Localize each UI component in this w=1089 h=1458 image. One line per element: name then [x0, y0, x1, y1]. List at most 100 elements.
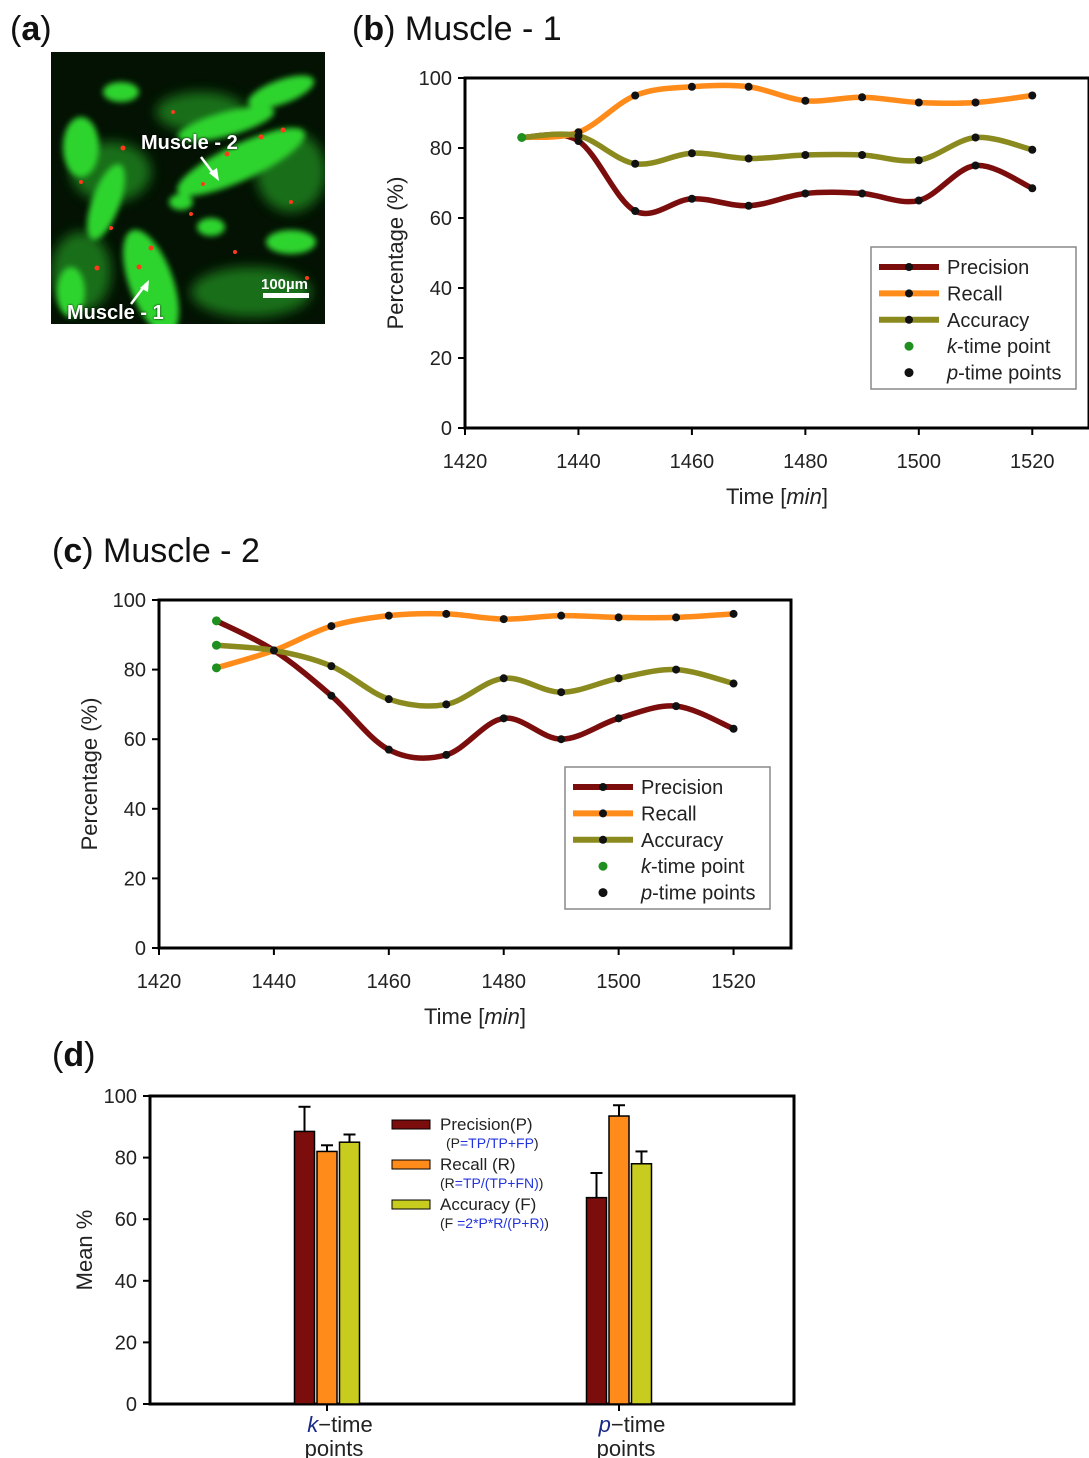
k-time-point [211, 640, 221, 650]
legend-label-text: Accuracy [641, 830, 723, 852]
chart-muscle-2: 0 20 40 60 80 100 1420 1440 1460 1480 1500 1520 Perc… [77, 590, 793, 1029]
legend-label: k-time point [641, 856, 745, 878]
data-point-recall [858, 93, 867, 102]
scale-bar-label: 100µm [261, 276, 309, 293]
legend-label-text: Precision [641, 777, 723, 799]
data-point-accuracy [744, 154, 753, 163]
legend-label: Recall [641, 803, 697, 825]
x-tick-label: 1440 [252, 971, 297, 993]
series-line-accuracy [213, 642, 737, 709]
x-tick-label: 1460 [367, 971, 412, 993]
legend-label: Accuracy [947, 310, 1029, 332]
x-tick-label: 1500 [897, 451, 942, 473]
data-point-recall [327, 622, 336, 631]
legend-line-marker [905, 315, 913, 324]
category-label: k−time [307, 1412, 372, 1437]
data-point-recall [499, 615, 508, 624]
data-point-accuracy [1028, 145, 1037, 154]
data-point-accuracy [327, 662, 336, 671]
x-tick-label: 1500 [596, 971, 641, 993]
legend-line-marker [599, 835, 607, 844]
data-point-accuracy [687, 149, 696, 158]
legend-dot-swatch [904, 341, 914, 351]
data-point-precision [672, 702, 681, 711]
legend-label: Precision(P) [440, 1115, 533, 1134]
legend: Precision(P)(P=TP/TP+FP) Recall (R)(R=TP/… [391, 1115, 549, 1231]
x-axis-label-main: Time [424, 1004, 472, 1029]
data-point-recall [729, 609, 738, 618]
legend-label-text: Precision [947, 257, 1029, 279]
data-point-precision [971, 161, 980, 170]
data-point-accuracy [801, 151, 810, 159]
series-line-recall [518, 82, 1036, 141]
legend-formula: (R=TP/(TP+FN)) [440, 1175, 543, 1191]
data-point-precision [631, 207, 640, 215]
y-tick-label: 60 [124, 729, 146, 751]
category-label: p−time [598, 1412, 666, 1437]
x-tick-label: 1440 [556, 451, 601, 473]
x-tick-label: 1480 [481, 971, 526, 993]
y-axis-label: Percentage (%) [383, 177, 408, 330]
data-point-precision [614, 714, 623, 723]
legend-label: Recall (R) [440, 1155, 516, 1174]
bar-precision [293, 1130, 316, 1405]
legend-label-suffix: -time points [958, 363, 1061, 385]
y-tick-label: 40 [430, 278, 452, 300]
legend-dot-swatch [904, 368, 914, 378]
category-label-rest: −time [611, 1412, 665, 1437]
data-point-accuracy [729, 679, 738, 688]
panel-d-letter: d [63, 1036, 85, 1074]
y-tick-label: 40 [124, 799, 146, 821]
series-line-precision [213, 618, 737, 761]
muscle-1-label: Muscle - 1 [67, 302, 164, 324]
data-point-recall [614, 613, 623, 622]
legend-label-suffix: -time point [957, 336, 1051, 358]
bar-recall [608, 1115, 630, 1405]
data-point-precision [499, 714, 508, 723]
legend-formula-prefix: (R [440, 1175, 455, 1191]
data-point-precision [1028, 184, 1037, 193]
legend-label-suffix: -time point [651, 856, 745, 878]
data-point-accuracy [557, 688, 566, 697]
x-axis-label-bracket-open: [ [774, 484, 786, 509]
y-tick-label: 20 [430, 348, 452, 370]
legend-label: Accuracy [641, 830, 723, 852]
legend-line-marker [599, 783, 607, 791]
data-point-recall [1028, 91, 1037, 100]
k-time-point [517, 133, 527, 142]
y-tick-label: 0 [135, 938, 146, 960]
microscopy-image: Muscle - 2 Muscle - 1 100µm [51, 52, 325, 324]
y-tick-label: 100 [419, 68, 452, 90]
x-tick-label: 1460 [670, 451, 715, 473]
data-point-accuracy [384, 695, 393, 704]
legend-label-text: Recall [641, 803, 697, 825]
y-tick-label: 80 [124, 660, 146, 682]
y-tick-label: 100 [113, 590, 146, 612]
category-label-line2: points [597, 1436, 656, 1458]
y-tick-label: 20 [124, 868, 146, 890]
x-axis-label: Time [min] [726, 484, 828, 509]
muscle-2-label: Muscle - 2 [141, 132, 238, 154]
k-time-point [211, 616, 221, 626]
series-line-accuracy [518, 131, 1036, 167]
y-tick-label: 0 [441, 418, 452, 440]
legend-formula: (P=TP/TP+FP) [446, 1135, 539, 1151]
x-axis-label: Time [min] [424, 1004, 526, 1029]
data-point-precision [687, 194, 696, 203]
panel-b-label: (b) Muscle - 1 [352, 10, 562, 48]
legend-formula-prefix: (F [440, 1215, 457, 1231]
panel-c-title: Muscle - 2 [103, 532, 260, 570]
data-point-accuracy [574, 131, 583, 140]
data-point-precision [557, 735, 566, 744]
legend-formula-prefix: (P [446, 1135, 460, 1151]
legend-formula-expression: =TP/(TP+FN) [455, 1175, 539, 1191]
legend-label: p-time points [946, 363, 1062, 385]
data-point-accuracy [672, 665, 681, 674]
data-point-accuracy [914, 156, 923, 165]
chart-muscle-1: 0 20 40 60 80 100 1420 1440 1460 1480 1500 1520 Perc… [383, 68, 1089, 509]
legend-dot-swatch [598, 861, 608, 871]
legend-formula-suffix: ) [544, 1215, 549, 1231]
x-axis-label-main: Time [726, 484, 774, 509]
legend-label: Accuracy (F) [440, 1195, 536, 1214]
k-time-point [211, 663, 221, 673]
